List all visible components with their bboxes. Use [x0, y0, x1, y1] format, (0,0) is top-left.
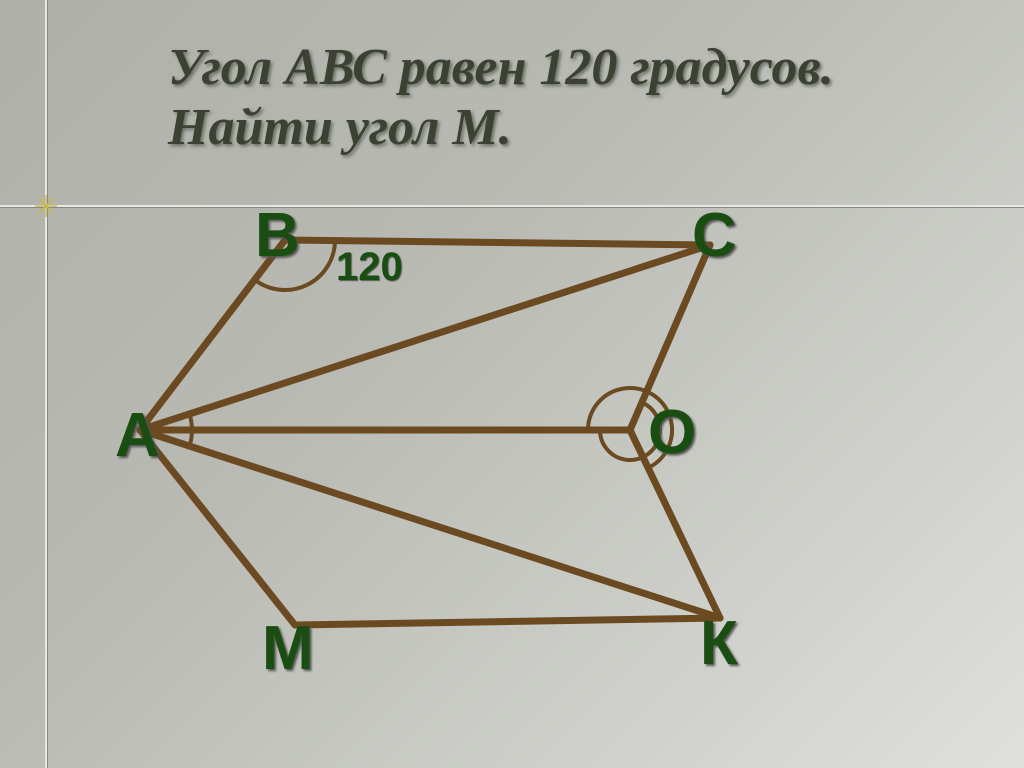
slide: Угол АВС равен 120 градусов. Найти угол … [0, 0, 1024, 768]
decor-vertical-line [45, 0, 47, 768]
slide-title: Угол АВС равен 120 градусов. Найти угол … [168, 38, 928, 158]
vertex-label-o: О [648, 397, 696, 468]
vertex-label-m: М [262, 613, 314, 684]
angle-value-label: 120 [336, 245, 403, 290]
vertex-label-a: А [115, 400, 160, 471]
vertex-label-c: С [692, 200, 737, 271]
vertex-label-b: В [255, 200, 300, 271]
vertex-label-k: К [700, 608, 738, 679]
